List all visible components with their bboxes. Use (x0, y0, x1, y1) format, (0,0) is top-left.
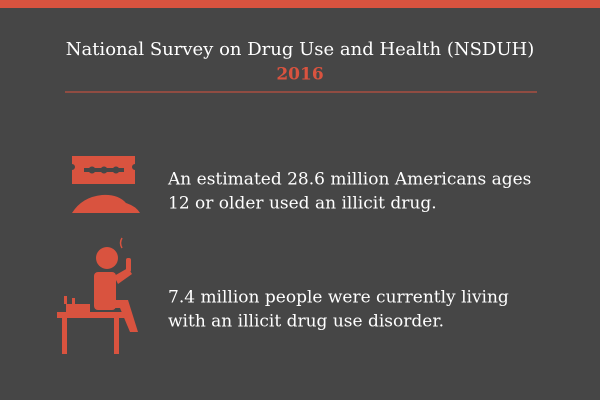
title: National Survey on Drug Use and Health (… (66, 39, 535, 60)
item-text: An estimated 28.6 million Americans ages (167, 170, 531, 190)
item-text: with an illicit drug use disorder. (168, 312, 444, 332)
top-bar (0, 0, 600, 8)
item-text: 12 or older used an illicit drug. (168, 194, 437, 214)
person-icon (57, 237, 138, 354)
razor-icon (72, 156, 140, 213)
item-text: 7.4 million people were currently living (168, 288, 509, 308)
year: 2016 (276, 65, 323, 85)
